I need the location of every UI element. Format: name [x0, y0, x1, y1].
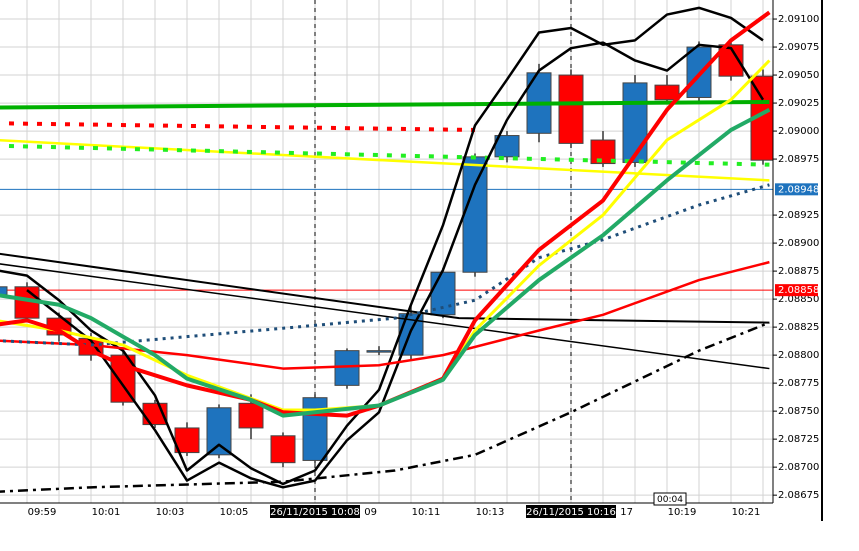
- y-tick-label: 2.08900: [778, 238, 819, 249]
- x-highlight-label: 26/11/2015 10:08: [270, 507, 360, 518]
- indicator-line: [0, 260, 770, 370]
- indicator-line: [0, 183, 770, 347]
- indicator-line: [0, 252, 770, 324]
- level-label: 2.08948: [778, 184, 819, 195]
- y-tick-label: 2.08825: [778, 322, 819, 333]
- candle-body: [654, 84, 680, 101]
- indicator-line: [26, 41, 765, 489]
- x-tick-label: 10:05: [220, 507, 249, 518]
- x-tick-label: 09: [364, 507, 377, 518]
- indicator-line: [0, 263, 770, 370]
- y-tick-label: 2.09100: [778, 14, 819, 25]
- indicator-line: [0, 139, 770, 182]
- level-label-box: [775, 183, 818, 196]
- y-tick-label: 2.09025: [778, 98, 819, 109]
- x-tick-label: 10:21: [732, 507, 761, 518]
- x-highlight-box: [270, 505, 360, 518]
- timer-box: [653, 492, 687, 506]
- indicator-line: [0, 6, 764, 486]
- y-tick-label: 2.09050: [778, 70, 819, 81]
- y-tick-label: 2.08850: [778, 294, 819, 305]
- x-tick-label: 10:01: [92, 507, 121, 518]
- candle-body: [590, 139, 616, 165]
- candle-body: [302, 397, 328, 461]
- candle-body: [366, 350, 392, 353]
- indicator-line: [0, 99, 770, 110]
- candle-body: [622, 82, 648, 163]
- x-tick-label: 09:59: [28, 507, 57, 518]
- y-tick-label: 2.08775: [778, 378, 819, 389]
- plot-area: [0, 0, 773, 503]
- candle-body: [334, 350, 360, 386]
- indicator-line: [0, 321, 770, 493]
- level-label: 2.08858: [778, 285, 819, 296]
- x-highlight-box: [526, 505, 616, 518]
- x-tick-label: 10:11: [412, 507, 441, 518]
- x-tick-label: 10:13: [476, 507, 505, 518]
- y-tick-label: 2.09000: [778, 126, 819, 137]
- candle-body: [0, 286, 8, 296]
- x-tick-label: 17: [620, 507, 633, 518]
- candle-body: [206, 407, 232, 456]
- level-label-box: [775, 284, 818, 297]
- y-tick-label: 2.08875: [778, 266, 819, 277]
- timer: 00:04: [657, 495, 683, 505]
- y-tick-label: 2.08800: [778, 350, 819, 361]
- labels: 2.09100 2.09075 2.09050 2.09025 2.09000 2.089…: [28, 14, 819, 518]
- indicator-line: [0, 143, 770, 167]
- indicator-line: [0, 10, 771, 418]
- x-highlight-label: 26/11/2015 10:16: [526, 507, 616, 518]
- indicator-line: [0, 108, 771, 418]
- candle-body: [462, 156, 488, 273]
- candle-body: [270, 435, 296, 464]
- indicator-line: [0, 121, 476, 132]
- y-tick-label: 2.08725: [778, 434, 819, 445]
- y-tick-label: 2.08675: [778, 490, 819, 501]
- x-tick-label: 10:03: [156, 507, 185, 518]
- y-tick-label: 2.08700: [778, 462, 819, 473]
- y-tick-label: 2.08925: [778, 210, 819, 221]
- y-tick-label: 2.08975: [778, 154, 819, 165]
- y-tick-label: 2.09075: [778, 42, 819, 53]
- x-tick-label: 10:19: [668, 507, 697, 518]
- candle-body: [238, 402, 264, 429]
- candle-body: [558, 74, 584, 144]
- y-tick-label: 2.08750: [778, 406, 819, 417]
